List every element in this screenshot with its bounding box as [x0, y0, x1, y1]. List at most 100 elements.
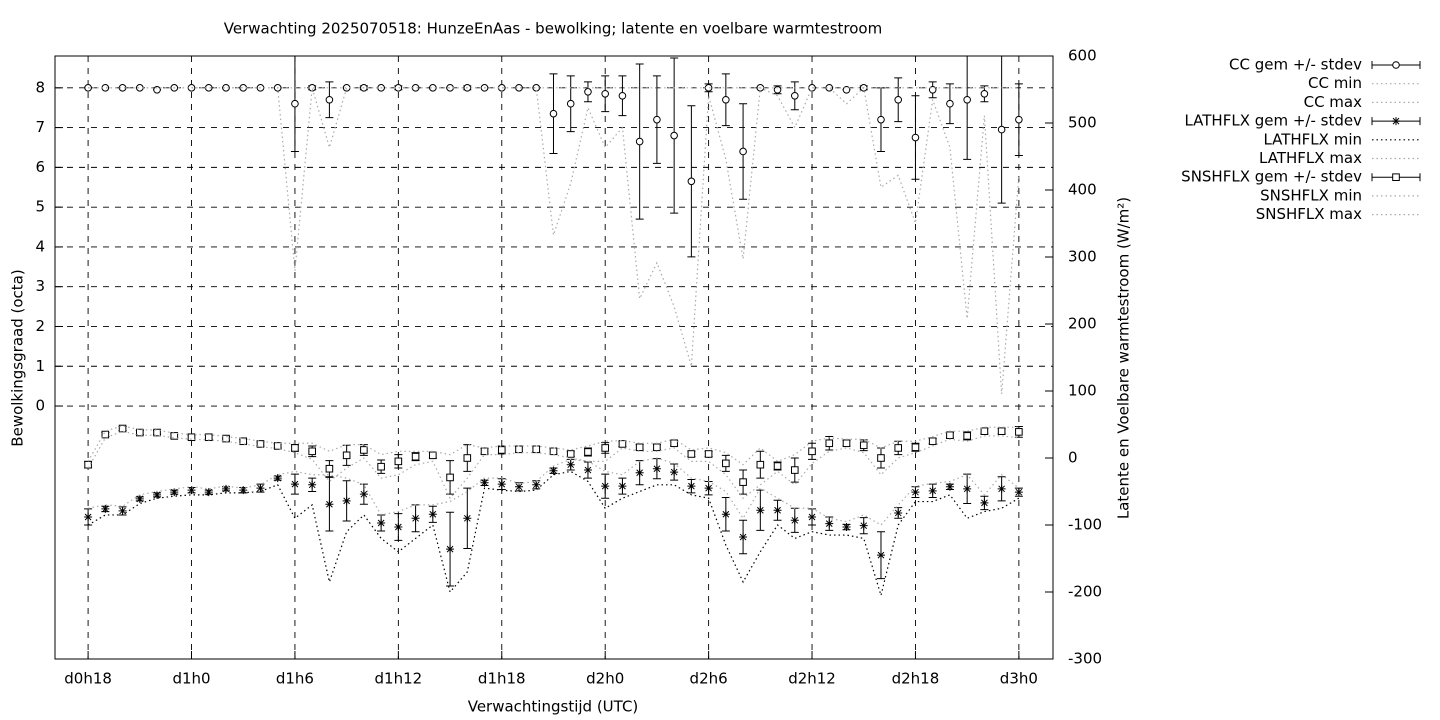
series-line — [87, 470, 1020, 598]
point — [549, 466, 558, 475]
point — [722, 459, 730, 468]
x-tick-label: d2h12 — [788, 670, 836, 688]
y-axis-label: Bewolkingsgraad (octa) — [9, 269, 27, 446]
y2-tick-label: 0 — [1068, 449, 1078, 467]
point — [652, 464, 661, 473]
point — [704, 484, 713, 493]
y-tick-label: 7 — [35, 118, 45, 136]
grid — [55, 56, 1053, 659]
point — [204, 433, 213, 442]
x-axis-label: Verwachtingstijd (UTC) — [468, 698, 639, 716]
point — [790, 466, 799, 474]
point — [859, 441, 868, 450]
point — [566, 460, 575, 469]
y-tick-label: 1 — [35, 357, 45, 375]
point — [480, 478, 489, 487]
point — [222, 434, 230, 443]
point — [618, 91, 627, 100]
series-line — [87, 430, 1019, 500]
point — [187, 84, 196, 92]
point — [790, 516, 799, 525]
point — [497, 84, 506, 92]
point — [911, 443, 920, 452]
point — [411, 452, 420, 461]
point — [653, 115, 661, 124]
point — [566, 99, 575, 108]
point — [825, 439, 834, 448]
point — [187, 433, 196, 442]
point — [980, 498, 989, 507]
point — [446, 545, 455, 554]
point — [515, 482, 524, 491]
point — [377, 462, 385, 471]
point — [153, 86, 161, 94]
point — [773, 86, 782, 94]
y2-tick-label: -300 — [1068, 650, 1102, 668]
point — [722, 95, 730, 104]
x-tick-label: d2h0 — [586, 670, 624, 688]
point — [635, 137, 644, 146]
point — [256, 440, 265, 448]
point — [756, 506, 765, 515]
point — [204, 488, 213, 497]
point — [963, 95, 971, 104]
point — [980, 89, 989, 98]
point — [532, 480, 541, 489]
point — [273, 442, 282, 450]
point — [842, 523, 851, 532]
point — [808, 447, 816, 456]
y-tick-label: 2 — [35, 317, 45, 335]
point — [670, 131, 678, 140]
point — [1014, 488, 1023, 497]
point — [635, 443, 644, 452]
point — [894, 95, 903, 104]
point — [342, 451, 351, 460]
point — [911, 133, 920, 142]
legend-label: LATHFLX min — [1263, 130, 1362, 148]
point — [428, 510, 437, 519]
point — [118, 506, 127, 515]
point — [291, 444, 299, 452]
point — [601, 89, 609, 98]
legend-marker — [1392, 61, 1400, 69]
point — [256, 484, 265, 493]
point — [911, 488, 920, 497]
point — [721, 510, 730, 519]
x-tick-label: d1h0 — [172, 670, 210, 688]
legend-label: CC gem +/- stdev — [1229, 56, 1362, 74]
point — [153, 490, 162, 499]
point — [187, 486, 196, 495]
y2-tick-label: 300 — [1068, 248, 1097, 266]
point — [773, 506, 782, 515]
point — [997, 427, 1006, 435]
point — [601, 444, 609, 452]
point — [291, 99, 299, 108]
point — [859, 521, 868, 530]
y-tick-label: 4 — [35, 237, 45, 255]
point — [222, 84, 230, 92]
plot-frame — [54, 55, 1054, 660]
point — [566, 450, 575, 458]
y2-tick-label: -200 — [1068, 583, 1102, 601]
point — [704, 450, 713, 458]
point — [670, 468, 679, 477]
point — [325, 464, 334, 473]
point — [446, 84, 454, 92]
point — [583, 466, 592, 475]
x-tick-label: d0h18 — [64, 670, 112, 688]
point — [532, 445, 541, 454]
point — [325, 500, 334, 509]
x-tick-label: d3h0 — [1000, 670, 1038, 688]
point — [411, 514, 420, 523]
y-tick-label: 3 — [35, 277, 45, 295]
point — [894, 508, 903, 517]
legend-label: SNSHFLX min — [1260, 186, 1362, 204]
y2-tick-label: -100 — [1068, 516, 1102, 534]
point — [653, 443, 661, 452]
point — [101, 504, 110, 513]
point — [980, 427, 989, 435]
point — [808, 512, 817, 521]
point — [497, 480, 506, 489]
legend-label: SNSHFLX gem +/- stdev — [1181, 168, 1362, 186]
x-tick-label: d2h18 — [892, 670, 940, 688]
